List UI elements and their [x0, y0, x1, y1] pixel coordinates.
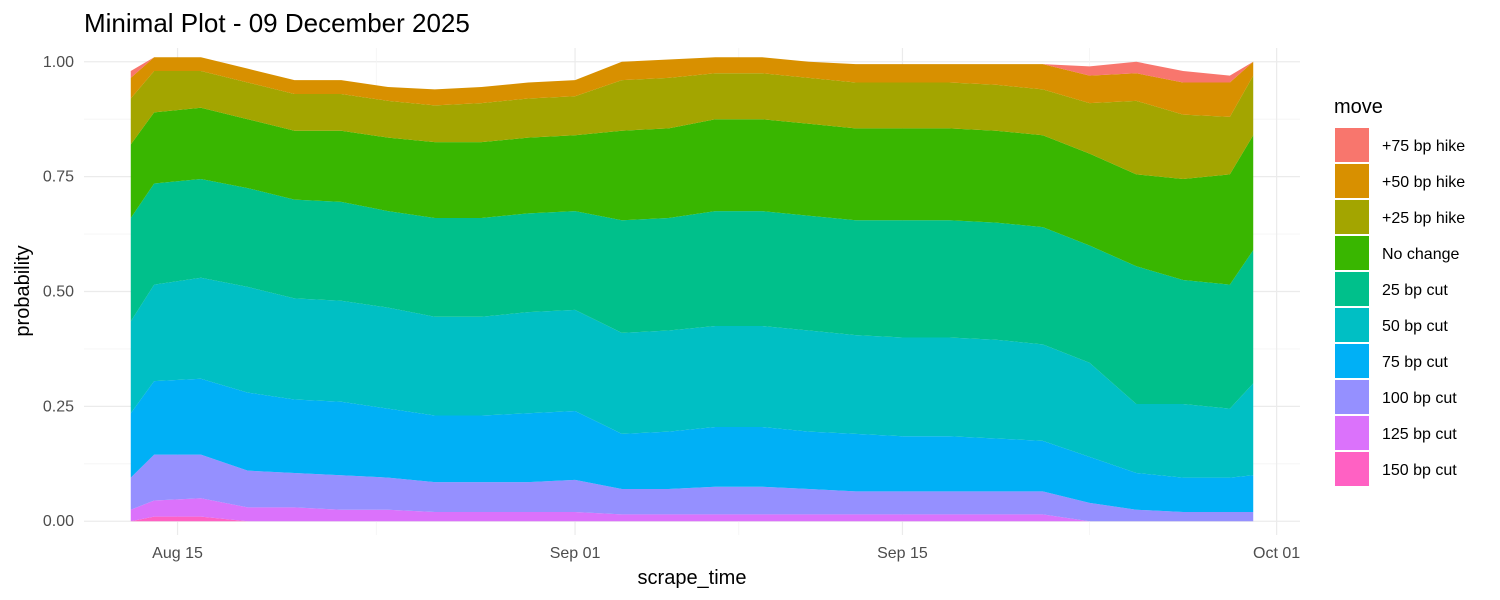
y-tick-label: 1.00: [43, 54, 74, 71]
legend-key-150-bp-cut: [1335, 452, 1369, 486]
x-tick-label: Sep 15: [877, 545, 928, 562]
area-25-bp-cut: [130, 178, 1254, 409]
legend-label-75-bp-cut: 75 bp cut: [1382, 354, 1448, 371]
y-tick-label: 0.50: [43, 284, 74, 301]
legend-label-plus-75-bp-hike: +75 bp hike: [1382, 138, 1465, 155]
x-tick-label: Oct 01: [1253, 545, 1300, 562]
legend-label-25-bp-cut: 25 bp cut: [1382, 282, 1448, 299]
area-100-bp-cut: [130, 454, 1254, 522]
legend-key-100-bp-cut: [1335, 380, 1369, 414]
legend-label-150-bp-cut: 150 bp cut: [1382, 462, 1457, 479]
area-no-change: [130, 107, 1254, 285]
y-tick-label: 0.25: [43, 398, 74, 415]
legend-key-125-bp-cut: [1335, 416, 1369, 450]
x-axis-title: scrape_time: [638, 567, 747, 589]
legend-label-125-bp-cut: 125 bp cut: [1382, 426, 1457, 443]
area-75-bp-cut: [130, 378, 1254, 513]
x-tick-label: Sep 01: [550, 545, 601, 562]
area-125-bp-cut: [130, 498, 1254, 522]
area-series: [130, 57, 1254, 522]
x-axis: Aug 15 Sep 01 Sep 15 Oct 01: [152, 545, 1300, 562]
area-plus-50-bp-hike: [130, 57, 1254, 117]
legend: move +75 bp hike +50 bp hike +25 bp hike No…: [1334, 96, 1465, 486]
legend-key-no-change: [1335, 236, 1369, 270]
area-50-bp-cut: [130, 277, 1254, 478]
y-tick-label: 0.00: [43, 513, 74, 530]
chart-title: Minimal Plot - 09 December 2025: [84, 8, 470, 38]
area-plus-25-bp-hike: [130, 70, 1254, 179]
legend-key-plus-50-bp-hike: [1335, 164, 1369, 198]
y-tick-label: 0.75: [43, 169, 74, 186]
legend-label-plus-25-bp-hike: +25 bp hike: [1382, 210, 1465, 227]
legend-label-50-bp-cut: 50 bp cut: [1382, 318, 1448, 335]
legend-key-50-bp-cut: [1335, 308, 1369, 342]
legend-label-100-bp-cut: 100 bp cut: [1382, 390, 1457, 407]
legend-label-no-change: No change: [1382, 246, 1459, 263]
legend-label-plus-50-bp-hike: +50 bp hike: [1382, 174, 1465, 191]
legend-key-plus-25-bp-hike: [1335, 200, 1369, 234]
x-tick-label: Aug 15: [152, 545, 203, 562]
legend-key-25-bp-cut: [1335, 272, 1369, 306]
legend-key-plus-75-bp-hike: [1335, 128, 1369, 162]
y-axis-title: probability: [12, 245, 34, 336]
legend-key-75-bp-cut: [1335, 344, 1369, 378]
legend-title: move: [1334, 96, 1383, 118]
y-axis: 0.00 0.25 0.50 0.75 1.00: [43, 54, 74, 530]
